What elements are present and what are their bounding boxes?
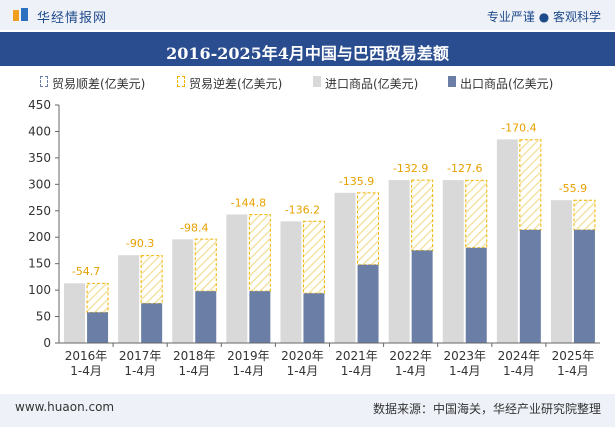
x-tick-label-1-1: 1-4月 — [124, 364, 156, 378]
bar-export-9 — [573, 229, 595, 343]
bar-import-9 — [550, 200, 572, 343]
x-tick-label-4-0: 2020年 — [281, 349, 324, 363]
y-tick-label-7: 350 — [28, 151, 51, 165]
data-label-7: -127.6 — [447, 162, 482, 175]
chart-legend: 贸易顺差(亿美元) 贸易逆差(亿美元) 进口商品(亿美元) 出口商品(亿美元) — [0, 73, 615, 93]
legend-swatch-deficit — [177, 76, 185, 87]
brand-logo-icon — [13, 8, 28, 21]
y-tick-label-9: 450 — [28, 98, 51, 112]
bar-import-1 — [118, 255, 140, 343]
y-tick-label-6: 300 — [28, 177, 51, 191]
brand-name: 华经情报网 — [37, 11, 108, 26]
footer-source: 数据来源：中国海关，华经产业研究院整理 — [372, 402, 601, 416]
chart-title: 2016-2025年4月中国与巴西贸易差额 — [166, 44, 449, 63]
x-tick-label-3-1: 1-4月 — [233, 364, 265, 378]
trade-balance-chart: 050100150200250300350400450-54.72016年1-4… — [28, 98, 600, 378]
bar-export-8 — [519, 229, 541, 343]
footer-site: www.huaon.com — [15, 400, 115, 414]
bar-export-7 — [465, 247, 487, 343]
bar-export-2 — [195, 291, 217, 343]
y-tick-label-8: 400 — [28, 124, 51, 138]
data-label-4: -136.2 — [285, 203, 320, 216]
y-tick-label-0: 0 — [43, 336, 51, 350]
data-label-5: -135.9 — [339, 175, 374, 188]
y-tick-label-2: 100 — [28, 283, 51, 297]
x-tick-label-5-1: 1-4月 — [341, 364, 373, 378]
bar-import-3 — [226, 214, 248, 343]
bar-export-5 — [357, 264, 379, 343]
footer-bar — [0, 394, 615, 427]
data-label-0: -54.7 — [72, 265, 100, 278]
legend-swatch-import — [313, 76, 321, 87]
x-tick-label-6-1: 1-4月 — [395, 364, 427, 378]
bar-deficit-9 — [573, 199, 596, 231]
bar-deficit-4 — [302, 220, 325, 294]
y-tick-label-4: 200 — [28, 230, 51, 244]
bar-export-0 — [87, 312, 109, 343]
x-tick-label-9-0: 2025年 — [552, 349, 595, 363]
bar-import-0 — [64, 283, 86, 343]
bar-export-3 — [249, 291, 271, 343]
legend-swatch-surplus — [40, 76, 48, 87]
bar-import-2 — [172, 239, 194, 343]
header-bar: 华经情报网 专业严谨 ● 客观科学 — [0, 0, 615, 30]
data-label-9: -55.9 — [559, 182, 587, 195]
bar-deficit-8 — [519, 139, 542, 231]
data-label-6: -132.9 — [393, 162, 428, 175]
x-tick-label-9-1: 1-4月 — [557, 364, 589, 378]
legend-swatch-export — [448, 76, 456, 87]
x-tick-label-2-1: 1-4月 — [178, 364, 210, 378]
y-tick-label-3: 150 — [28, 257, 51, 271]
bar-deficit-6 — [411, 179, 434, 251]
data-label-3: -144.8 — [231, 196, 266, 209]
brand-slogan: 专业严谨 ● 客观科学 — [486, 10, 601, 24]
bar-import-4 — [280, 221, 302, 343]
data-label-2: -98.4 — [180, 221, 208, 234]
x-tick-label-2-0: 2018年 — [173, 349, 216, 363]
legend-label-deficit: 贸易逆差(亿美元) — [189, 77, 283, 91]
bar-import-7 — [442, 180, 464, 343]
x-tick-label-5-0: 2021年 — [335, 349, 378, 363]
x-tick-label-7-1: 1-4月 — [449, 364, 481, 378]
bar-deficit-1 — [140, 255, 163, 304]
x-tick-label-7-0: 2023年 — [443, 349, 486, 363]
y-tick-label-1: 50 — [36, 310, 51, 324]
bar-export-4 — [303, 293, 325, 343]
x-tick-label-8-1: 1-4月 — [503, 364, 535, 378]
bar-export-6 — [411, 250, 433, 343]
bar-export-1 — [141, 303, 163, 343]
legend-label-import: 进口商品(亿美元) — [325, 77, 419, 91]
x-tick-label-0-1: 1-4月 — [70, 364, 102, 378]
bar-import-6 — [388, 180, 410, 343]
bar-deficit-0 — [86, 282, 109, 313]
legend-label-surplus: 贸易顺差(亿美元) — [52, 77, 146, 91]
bar-import-5 — [334, 192, 356, 343]
x-tick-label-0-0: 2016年 — [65, 349, 108, 363]
bar-deficit-7 — [465, 179, 488, 249]
legend-label-export: 出口商品(亿美元) — [460, 77, 554, 91]
data-label-8: -170.4 — [501, 121, 536, 134]
x-tick-label-8-0: 2024年 — [498, 349, 541, 363]
bar-deficit-5 — [357, 192, 380, 266]
x-tick-label-6-0: 2022年 — [389, 349, 432, 363]
y-tick-label-5: 250 — [28, 204, 51, 218]
bar-import-8 — [496, 139, 518, 343]
title-bar — [0, 32, 615, 66]
x-tick-label-1-0: 2017年 — [119, 349, 162, 363]
bar-deficit-2 — [194, 238, 217, 292]
data-label-1: -90.3 — [126, 237, 154, 250]
bar-deficit-3 — [248, 214, 271, 292]
x-tick-label-4-1: 1-4月 — [287, 364, 319, 378]
x-tick-label-3-0: 2019年 — [227, 349, 270, 363]
